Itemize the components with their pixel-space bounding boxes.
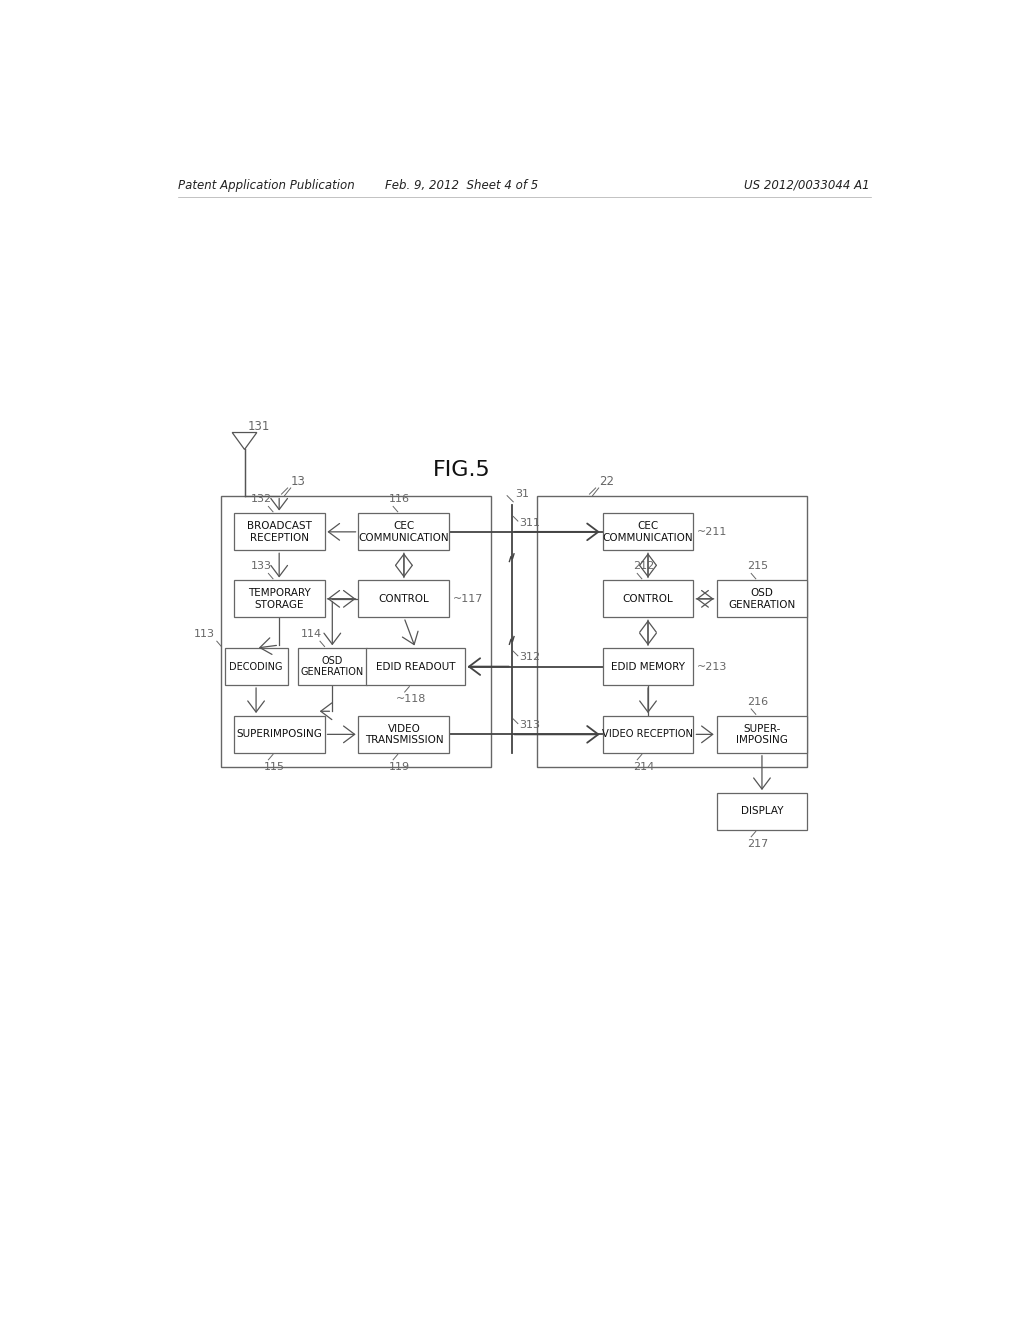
Text: ~117: ~117 [454,594,483,603]
Bar [233,581,325,618]
Text: VIDEO RECEPTION: VIDEO RECEPTION [602,730,693,739]
Text: 216: 216 [746,697,768,706]
Text: TEMPORARY
STORAGE: TEMPORARY STORAGE [248,587,310,610]
Text: VIDEO
TRANSMISSION: VIDEO TRANSMISSION [365,723,443,746]
Text: SUPER-
IMPOSING: SUPER- IMPOSING [736,723,787,746]
Text: 13: 13 [291,475,305,488]
Text: 132: 132 [250,494,271,504]
Text: CEC
COMMUNICATION: CEC COMMUNICATION [603,521,693,543]
Text: 116: 116 [389,494,410,504]
Bar [358,581,450,618]
Text: OSD
GENERATION: OSD GENERATION [301,656,364,677]
Text: 212: 212 [633,561,654,572]
Bar [602,715,693,752]
Bar [233,715,325,752]
Text: 114: 114 [300,628,322,639]
Text: 217: 217 [746,840,768,849]
Text: 119: 119 [389,762,410,772]
Bar [221,496,490,767]
Text: EDID MEMORY: EDID MEMORY [611,661,685,672]
Text: 115: 115 [264,762,285,772]
Text: ~118: ~118 [395,694,426,705]
Text: 214: 214 [633,762,654,772]
Text: Patent Application Publication: Patent Application Publication [178,178,355,191]
Text: 312: 312 [519,652,541,663]
Text: ~211: ~211 [697,527,728,537]
Bar [602,581,693,618]
Text: 113: 113 [195,628,215,639]
Text: Feb. 9, 2012  Sheet 4 of 5: Feb. 9, 2012 Sheet 4 of 5 [385,178,539,191]
Text: US 2012/0033044 A1: US 2012/0033044 A1 [744,178,869,191]
Text: 215: 215 [746,561,768,572]
Text: CONTROL: CONTROL [379,594,429,603]
Text: OSD
GENERATION: OSD GENERATION [728,587,796,610]
Text: CEC
COMMUNICATION: CEC COMMUNICATION [358,521,450,543]
Text: BROADCAST
RECEPTION: BROADCAST RECEPTION [247,521,311,543]
Text: 133: 133 [251,561,271,572]
Bar [717,715,807,752]
Text: 31: 31 [515,490,528,499]
Bar [298,648,367,685]
Text: DISPLAY: DISPLAY [740,807,783,816]
Text: CONTROL: CONTROL [623,594,674,603]
Text: DECODING: DECODING [229,661,283,672]
Bar [367,648,465,685]
Text: 313: 313 [519,721,541,730]
Bar [602,648,693,685]
Text: FIG.5: FIG.5 [433,461,490,480]
Bar [717,581,807,618]
Bar [224,648,288,685]
Text: 131: 131 [248,420,270,433]
Text: 311: 311 [519,517,541,528]
Bar [602,513,693,550]
Bar [717,793,807,830]
Bar [358,513,450,550]
Text: SUPERIMPOSING: SUPERIMPOSING [237,730,323,739]
Bar [538,496,807,767]
Bar [358,715,450,752]
Text: ~213: ~213 [697,661,728,672]
Text: EDID READOUT: EDID READOUT [376,661,456,672]
Text: 22: 22 [599,475,613,488]
Bar [233,513,325,550]
